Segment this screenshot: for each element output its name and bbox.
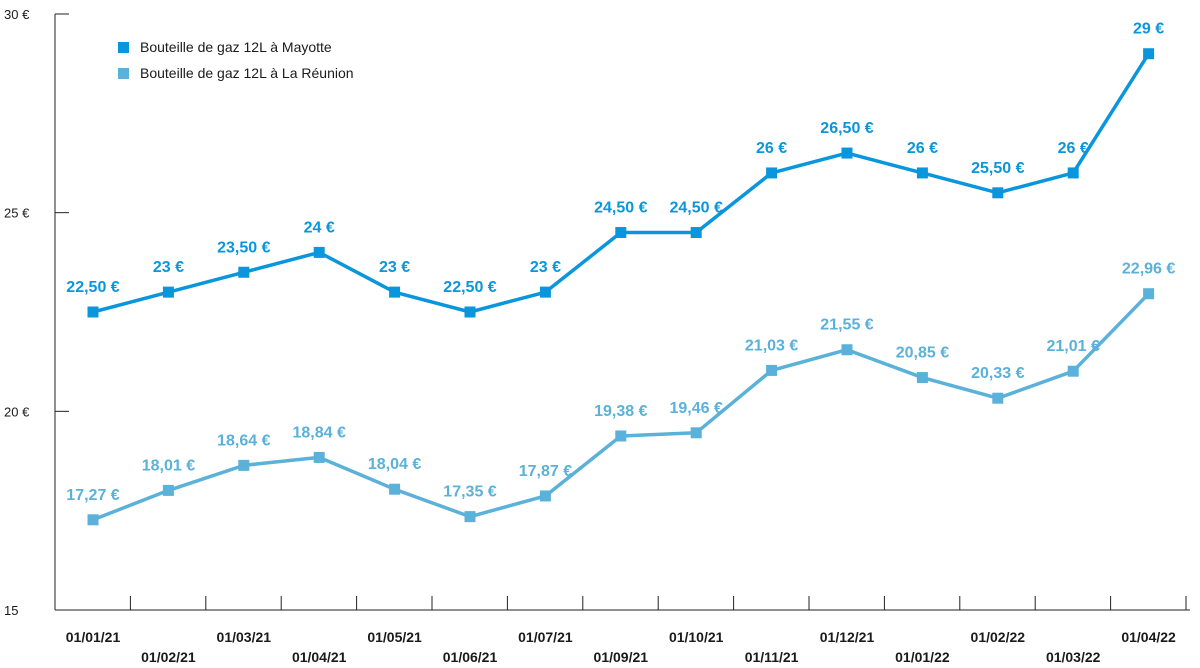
data-point (615, 227, 627, 239)
x-tick-label: 01/12/21 (820, 629, 875, 645)
legend-label-reunion: Bouteille de gaz 12L à La Réunion (140, 65, 354, 81)
data-label: 23 € (153, 259, 184, 276)
data-label: 20,85 € (896, 345, 949, 362)
data-point (539, 286, 551, 298)
x-tick-label: 01/03/21 (217, 629, 272, 645)
x-tick-label: 01/04/22 (1121, 629, 1176, 645)
data-label: 23 € (379, 259, 410, 276)
data-label: 21,03 € (745, 337, 798, 354)
data-point (464, 306, 476, 318)
data-label: 17,87 € (519, 463, 572, 480)
x-tick-label: 01/04/21 (292, 649, 347, 665)
data-label: 22,50 € (443, 279, 496, 296)
data-point (238, 266, 250, 278)
x-tick-label: 01/03/22 (1046, 649, 1101, 665)
x-tick-label: 01/02/21 (141, 649, 196, 665)
x-tick-label: 01/06/21 (443, 649, 498, 665)
data-label: 17,27 € (66, 487, 119, 504)
data-point (1067, 365, 1079, 377)
data-label: 24,50 € (670, 200, 723, 217)
data-label: 18,64 € (217, 432, 270, 449)
axes: 15 20 € 25 € 30 € 01/01/21 01/02/21 01/03/21 01… (4, 7, 1190, 665)
y-tick-label: 30 € (4, 7, 30, 22)
data-point (313, 451, 325, 463)
data-point (1143, 48, 1155, 60)
data-point (992, 392, 1004, 404)
series-layer: 22,50 € 23 € 23,50 € 24 € 23 € 22,50 € 23 € 24,… (66, 21, 1175, 526)
x-tick-label: 01/07/21 (518, 629, 573, 645)
data-label: 26,50 € (820, 120, 873, 137)
data-label: 18,01 € (142, 457, 195, 474)
data-point (87, 306, 99, 318)
data-point (615, 430, 627, 442)
y-tick-label: 20 € (4, 404, 30, 419)
data-label: 22,50 € (66, 279, 119, 296)
data-point (162, 286, 174, 298)
data-label: 24 € (304, 219, 335, 236)
data-point (238, 459, 250, 471)
x-tick-label: 01/09/21 (594, 649, 649, 665)
data-label: 18,04 € (368, 456, 421, 473)
data-label: 29 € (1133, 21, 1164, 38)
data-point (690, 427, 702, 439)
y-tick-label: 15 (4, 603, 18, 618)
data-point (389, 286, 401, 298)
data-point (313, 246, 325, 258)
data-label: 26 € (1058, 140, 1089, 157)
data-point (690, 227, 702, 239)
data-label: 23 € (530, 259, 561, 276)
x-tick-label: 01/11/21 (745, 649, 799, 665)
data-label: 23,50 € (217, 239, 270, 256)
data-label: 17,35 € (443, 484, 496, 501)
data-point (766, 364, 778, 376)
x-tick-label: 01/10/21 (669, 629, 724, 645)
legend-marker-mayotte (118, 42, 129, 53)
data-label: 22,96 € (1122, 261, 1175, 278)
data-point (464, 511, 476, 523)
legend-marker-reunion (118, 68, 129, 79)
data-point (1143, 288, 1155, 300)
data-label: 25,50 € (971, 160, 1024, 177)
data-label: 26 € (756, 140, 787, 157)
x-tick-label: 01/05/21 (367, 629, 422, 645)
y-tick-label: 25 € (4, 206, 30, 221)
legend-label-mayotte: Bouteille de gaz 12L à Mayotte (140, 39, 332, 55)
data-point (766, 167, 778, 179)
data-label: 19,46 € (670, 400, 723, 417)
data-point (916, 167, 928, 179)
data-label: 24,50 € (594, 200, 647, 217)
legend: Bouteille de gaz 12L à Mayotte Bouteille… (118, 39, 354, 81)
x-tick-label: 01/01/21 (66, 629, 121, 645)
data-point (1067, 167, 1079, 179)
data-label: 21,01 € (1047, 338, 1100, 355)
data-label: 20,33 € (971, 365, 1024, 382)
x-tick-label: 01/02/22 (971, 629, 1026, 645)
data-point (389, 483, 401, 495)
x-tick-label: 01/01/22 (895, 649, 950, 665)
data-label: 26 € (907, 140, 938, 157)
data-label: 21,55 € (820, 317, 873, 334)
data-point (916, 372, 928, 384)
series-line (92, 52, 1151, 314)
data-point (841, 147, 853, 159)
series-1: 17,27 € 18,01 € 18,64 € 18,84 € 18,04 € 17,35… (66, 261, 1175, 526)
series-0: 22,50 € 23 € 23,50 € 24 € 23 € 22,50 € 23 € 24,… (66, 21, 1164, 318)
data-point (539, 490, 551, 502)
data-point (162, 484, 174, 496)
data-label: 19,38 € (594, 403, 647, 420)
data-point (992, 187, 1004, 199)
data-point (87, 514, 99, 526)
data-point (841, 344, 853, 356)
data-label: 18,84 € (293, 424, 346, 441)
